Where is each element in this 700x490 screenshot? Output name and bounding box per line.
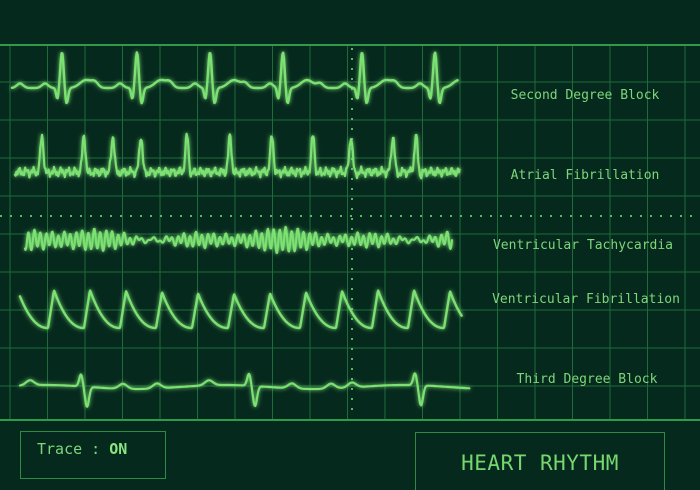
monitor-frame — [0, 44, 700, 421]
trace-status-value: ON — [109, 440, 128, 458]
trace-status: Trace : ON — [37, 440, 127, 458]
rhythm-label-atrial-fibrillation: Atrial Fibrillation — [510, 168, 660, 183]
rhythm-label-ventricular-fibrillation: Ventricular Fibrillation — [492, 292, 680, 307]
ecg-traces — [10, 51, 471, 408]
title-panel: HEART RHYTHM — [415, 432, 665, 490]
ecg-trace-third-degree-block — [18, 372, 471, 408]
ecg-trace-second-degree-block — [10, 51, 459, 105]
rhythm-label-third-degree-block: Third Degree Block — [516, 372, 658, 387]
rhythm-label-second-degree-block: Second Degree Block — [510, 88, 660, 103]
ecg-trace-atrial-fibrillation — [13, 132, 461, 180]
ecg-trace-ventricular-fibrillation — [18, 289, 463, 330]
ecg-trace-ventricular-tachycardia — [23, 225, 454, 254]
trace-status-panel: Trace : ON — [20, 431, 166, 479]
ecg-grid — [0, 46, 700, 420]
monitor-title: HEART RHYTHM — [461, 451, 619, 475]
trace-status-label: Trace : — [37, 440, 110, 458]
rhythm-label-ventricular-tachycardia: Ventricular Tachycardia — [492, 238, 673, 253]
